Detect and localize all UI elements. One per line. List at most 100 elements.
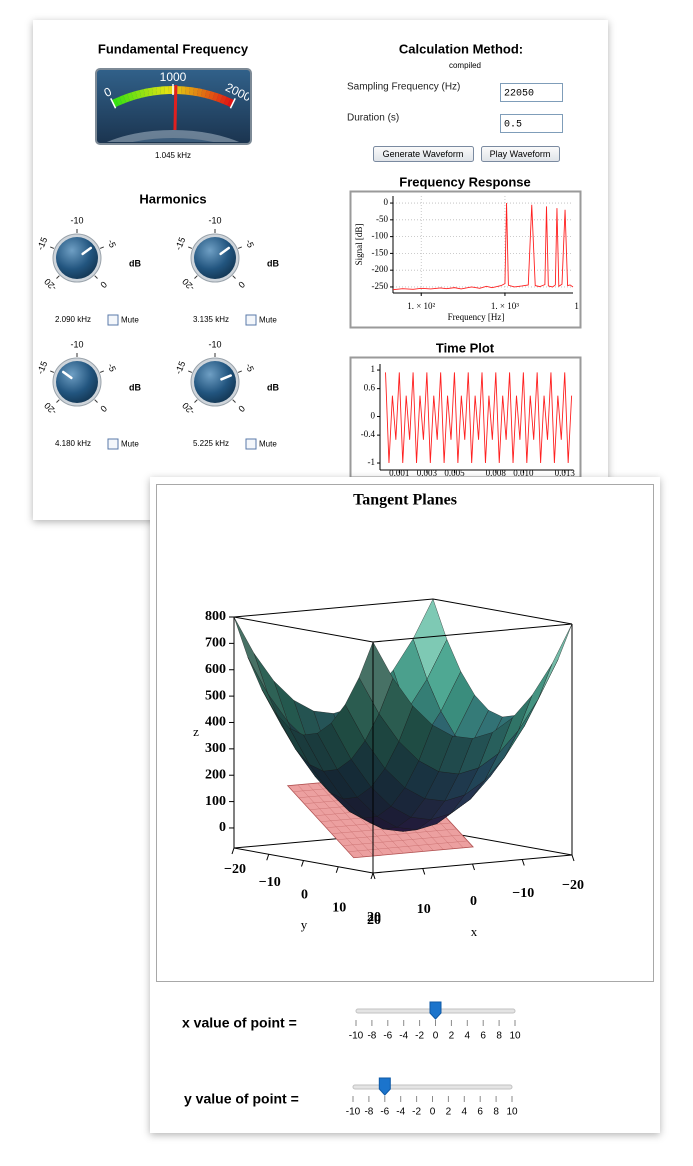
knob-tick xyxy=(237,246,242,249)
slider-tick-label: -4 xyxy=(399,1031,408,1042)
mute-label: Mute xyxy=(259,316,277,325)
button-label: Play Waveform xyxy=(490,149,551,159)
slider-label: x value of point = xyxy=(182,1015,297,1031)
slider-tick-label: 6 xyxy=(480,1031,486,1042)
x-tick-label: −20 xyxy=(562,878,584,893)
z-tick-label: 0 xyxy=(219,820,226,835)
x-tick-label: 0 xyxy=(470,894,477,909)
mute-label: Mute xyxy=(121,440,139,449)
knob-scale-label: 0 xyxy=(98,279,109,290)
knob-unit: dB xyxy=(129,382,141,392)
knob-tick xyxy=(56,275,60,279)
slider-tick-label: -8 xyxy=(364,1107,373,1118)
knob-pointer xyxy=(220,374,232,381)
knob-tick xyxy=(232,275,236,279)
knob-scale-label: -15 xyxy=(35,360,49,376)
gauge-readout: 1.045 kHz xyxy=(155,151,191,160)
knob-tick xyxy=(99,370,104,373)
slider-label: y value of point = xyxy=(184,1091,299,1107)
mute-checkbox[interactable] xyxy=(107,314,119,326)
gauge-band xyxy=(223,96,231,106)
text-input[interactable] xyxy=(500,114,563,133)
knob-scale-label: 0 xyxy=(236,403,247,414)
slider-track[interactable] xyxy=(352,1084,513,1090)
gauge-needle xyxy=(173,84,178,131)
input-value: 22050 xyxy=(504,89,534,100)
box-edge xyxy=(372,623,573,643)
gauge-band xyxy=(151,87,158,96)
z-axis-label: z xyxy=(193,724,199,739)
z-tick-label: 700 xyxy=(205,636,226,651)
knob[interactable] xyxy=(194,361,236,403)
knob-scale-label: -10 xyxy=(70,215,83,225)
plane-mesh xyxy=(342,834,463,846)
x-tick-label: 0.005 xyxy=(444,468,465,478)
x-tick xyxy=(472,863,475,871)
gauge-tick xyxy=(110,98,117,109)
mute-checkbox[interactable] xyxy=(107,438,119,450)
front-panel: Tangent Planes0100200300400500600700800−… xyxy=(150,477,660,1133)
slider-tick-label: 0 xyxy=(433,1031,439,1042)
slider-tick-label: 2 xyxy=(449,1031,455,1042)
mute-checkbox[interactable] xyxy=(245,438,257,450)
text-input[interactable] xyxy=(500,83,563,102)
knob-scale-label: -15 xyxy=(173,236,187,252)
slider-tick-label: 10 xyxy=(509,1031,521,1042)
slider-tick-label: 10 xyxy=(506,1107,518,1118)
z-tick-label: 600 xyxy=(205,662,226,677)
plane-mesh xyxy=(348,840,468,852)
section-title: Harmonics xyxy=(139,191,206,206)
button[interactable] xyxy=(481,146,560,162)
gauge-band xyxy=(204,90,211,99)
x-axis-label: Frequency [Hz] xyxy=(448,312,505,322)
z-tick-label: 100 xyxy=(205,794,226,809)
x-tick xyxy=(422,868,426,875)
z-tick-label: 400 xyxy=(205,715,226,730)
y-tick-label: 20 xyxy=(367,913,381,928)
gauge-band xyxy=(192,87,199,97)
gauge-band xyxy=(188,87,195,96)
gauge-tick-label: 1000 xyxy=(160,70,187,84)
knob-scale-label: -5 xyxy=(244,238,256,249)
knob[interactable] xyxy=(194,237,236,279)
chart-title: Tangent Planes xyxy=(353,492,457,509)
x-tick-label: 0.003 xyxy=(417,468,438,478)
y-axis-label: Signal [dB] xyxy=(354,224,364,266)
slider-thumb[interactable] xyxy=(378,1077,391,1096)
box-edge xyxy=(233,616,374,643)
slider-thumb[interactable] xyxy=(429,1001,442,1020)
data-line xyxy=(385,372,573,464)
mute-checkbox[interactable] xyxy=(245,314,257,326)
x-tick-label: 1. × 10⁴ xyxy=(574,301,602,311)
slider-tick-label: 0 xyxy=(430,1107,436,1118)
slider-tick-label: 8 xyxy=(493,1107,499,1118)
knob-tick xyxy=(194,399,198,403)
knob-unit: dB xyxy=(267,382,279,392)
plane-mesh xyxy=(297,784,364,857)
knob-pointer xyxy=(219,246,231,256)
knob[interactable] xyxy=(56,237,98,279)
gauge-band xyxy=(115,96,123,106)
knob-pointer xyxy=(61,370,73,380)
knob-scale-label: -10 xyxy=(70,339,83,349)
gauge-band xyxy=(196,88,203,97)
knob-unit: dB xyxy=(129,258,141,268)
button[interactable] xyxy=(373,146,474,162)
y-tick-label: -0.4 xyxy=(361,429,376,439)
gauge-band xyxy=(208,91,215,100)
y-tick xyxy=(231,847,235,855)
x-tick-label: 10 xyxy=(417,902,431,917)
plot-area: 0 -50 -100 -150 -200 -250 1. × 10² 1. × 10³ 1. ×… xyxy=(354,196,602,322)
y-tick-label: 10 xyxy=(332,900,346,915)
input-value: 0.5 xyxy=(504,120,522,131)
x-tick-label: 1. × 10³ xyxy=(491,301,519,311)
y-tick-label: -1 xyxy=(368,457,376,467)
knob[interactable] xyxy=(56,361,98,403)
knob-tick xyxy=(94,275,98,279)
x-tick-label: 0.010 xyxy=(513,468,534,478)
slider-tick-label: -8 xyxy=(367,1031,376,1042)
y-tick xyxy=(335,866,339,873)
gauge-tick xyxy=(229,98,236,109)
knob-tick xyxy=(237,370,242,373)
